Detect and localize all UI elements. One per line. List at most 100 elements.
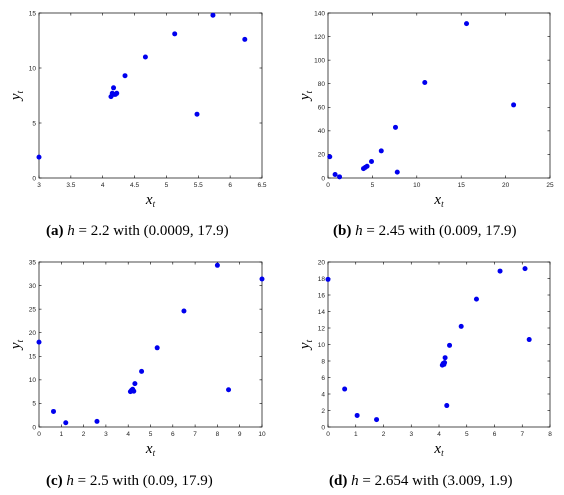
data-point — [354, 412, 360, 418]
data-point — [114, 90, 120, 96]
caption-h-value: 2.2 — [90, 223, 110, 239]
x-axis-label: xt — [145, 441, 156, 458]
x-tick-label: 2 — [382, 431, 386, 438]
y-tick-label: 0 — [321, 424, 325, 431]
y-tick-label: 10 — [318, 342, 326, 349]
plot-frame — [38, 12, 263, 179]
data-point — [342, 386, 348, 392]
caption-h-symbol: h — [67, 223, 75, 239]
x-tick-label: 7 — [520, 431, 524, 438]
data-point — [154, 345, 160, 351]
x-tick-label: 5 — [165, 182, 169, 189]
data-point — [139, 368, 145, 374]
data-point — [36, 339, 42, 345]
x-tick-label: 5 — [465, 431, 469, 438]
x-tick-label: 4.5 — [130, 182, 139, 189]
x-tick-label: 0 — [326, 431, 330, 438]
y-tick-label: 5 — [32, 120, 36, 127]
data-point — [522, 266, 528, 272]
caption-point: (3.009, 1.9) — [442, 473, 513, 489]
data-point — [511, 102, 517, 108]
data-point — [374, 417, 380, 423]
caption-with: with — [109, 223, 144, 239]
x-axis-label: xt — [433, 192, 444, 209]
caption-h-symbol: h — [66, 473, 74, 489]
y-tick-label: 10 — [29, 65, 37, 72]
x-tick-label: 3 — [409, 431, 413, 438]
data-point — [526, 337, 532, 343]
y-tick-label: 35 — [29, 259, 37, 266]
caption-d: (d) h = 2.654 with (3.009, 1.9) — [329, 473, 512, 490]
caption-c: (c) h = 2.5 with (0.09, 17.9) — [46, 473, 213, 490]
scatter-panel: 3 3.5 4 4.5 5 5.5 6 6.5 0 5 10 15 xt yt — [8, 10, 267, 209]
scatter-panel: 0 5 10 15 20 25 0 20 40 60 80 100 120 140 xt yt — [297, 10, 554, 209]
data-point — [464, 21, 470, 27]
y-tick-label: 10 — [29, 377, 37, 384]
y-tick-label: 140 — [314, 10, 325, 17]
caption-h-symbol: h — [355, 223, 363, 239]
x-tick-label: 0 — [326, 182, 330, 189]
y-tick-label: 2 — [321, 408, 325, 415]
data-point — [63, 420, 69, 426]
y-axis-label: yt — [297, 339, 314, 351]
y-tick-label: 12 — [318, 325, 326, 332]
y-axis-label: yt — [297, 90, 314, 102]
x-tick-label: 5.5 — [194, 182, 203, 189]
x-tick-label: 2 — [82, 431, 86, 438]
y-tick-label: 15 — [29, 10, 37, 17]
caption-h-symbol: h — [351, 473, 359, 489]
data-point — [497, 268, 503, 274]
data-point — [111, 85, 117, 91]
caption-equals: = — [362, 223, 379, 239]
data-point — [210, 12, 216, 18]
data-point — [327, 154, 333, 160]
y-tick-label: 100 — [314, 57, 325, 64]
data-point — [94, 418, 100, 424]
y-tick-label: 8 — [321, 358, 325, 365]
data-point — [378, 148, 384, 154]
data-point — [172, 31, 178, 37]
y-axis-label: yt — [8, 339, 25, 351]
x-tick-label: 8 — [216, 431, 220, 438]
y-tick-label: 80 — [318, 81, 326, 88]
data-point — [394, 169, 400, 175]
y-tick-label: 14 — [318, 309, 326, 316]
caption-with: with — [404, 223, 439, 239]
y-tick-label: 16 — [318, 292, 326, 299]
x-tick-label: 4 — [101, 182, 105, 189]
caption-b: (b) h = 2.45 with (0.009, 17.9) — [333, 223, 516, 240]
data-point — [142, 54, 148, 60]
caption-point: (0.09, 17.9) — [142, 473, 213, 489]
x-tick-label: 3.5 — [66, 182, 75, 189]
y-tick-label: 20 — [318, 259, 326, 266]
x-tick-label: 1 — [59, 431, 63, 438]
x-tick-label: 3 — [37, 182, 41, 189]
x-axis-label: xt — [433, 441, 444, 458]
y-tick-label: 18 — [318, 276, 326, 283]
data-point — [447, 342, 453, 348]
data-point — [458, 323, 464, 329]
y-tick-label: 6 — [321, 375, 325, 382]
y-tick-label: 0 — [321, 175, 325, 182]
caption-with: with — [408, 473, 443, 489]
data-point — [131, 388, 137, 394]
data-point — [214, 262, 220, 268]
caption-point: (0.009, 17.9) — [438, 223, 517, 239]
y-tick-label: 4 — [321, 391, 325, 398]
y-tick-label: 20 — [29, 330, 37, 337]
data-point — [442, 360, 448, 366]
y-tick-label: 0 — [32, 175, 36, 182]
x-tick-label: 5 — [371, 182, 375, 189]
x-tick-label: 5 — [149, 431, 153, 438]
x-tick-label: 7 — [193, 431, 197, 438]
x-tick-label: 10 — [258, 431, 266, 438]
x-tick-label: 4 — [437, 431, 441, 438]
data-point — [444, 403, 450, 409]
data-point — [392, 124, 398, 130]
x-tick-label: 0 — [37, 431, 41, 438]
y-tick-label: 40 — [318, 128, 326, 135]
y-tick-label: 5 — [32, 401, 36, 408]
data-point — [364, 163, 370, 169]
